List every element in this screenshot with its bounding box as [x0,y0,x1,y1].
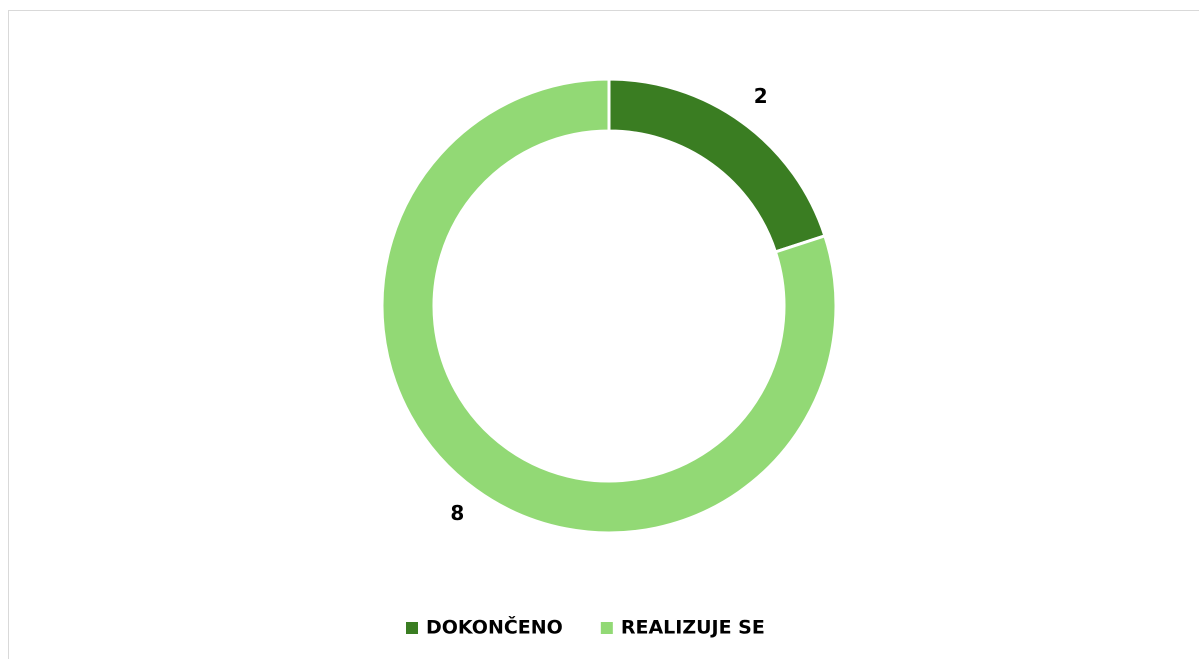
legend-swatch [600,622,613,634]
donut-segment [380,77,838,535]
data-label: 2 [754,84,768,108]
legend-swatch [406,622,418,634]
data-label: 8 [450,501,464,525]
legend-label: DOKONČENO [426,615,563,639]
legend-label: REALIZUJE SE [621,617,765,639]
